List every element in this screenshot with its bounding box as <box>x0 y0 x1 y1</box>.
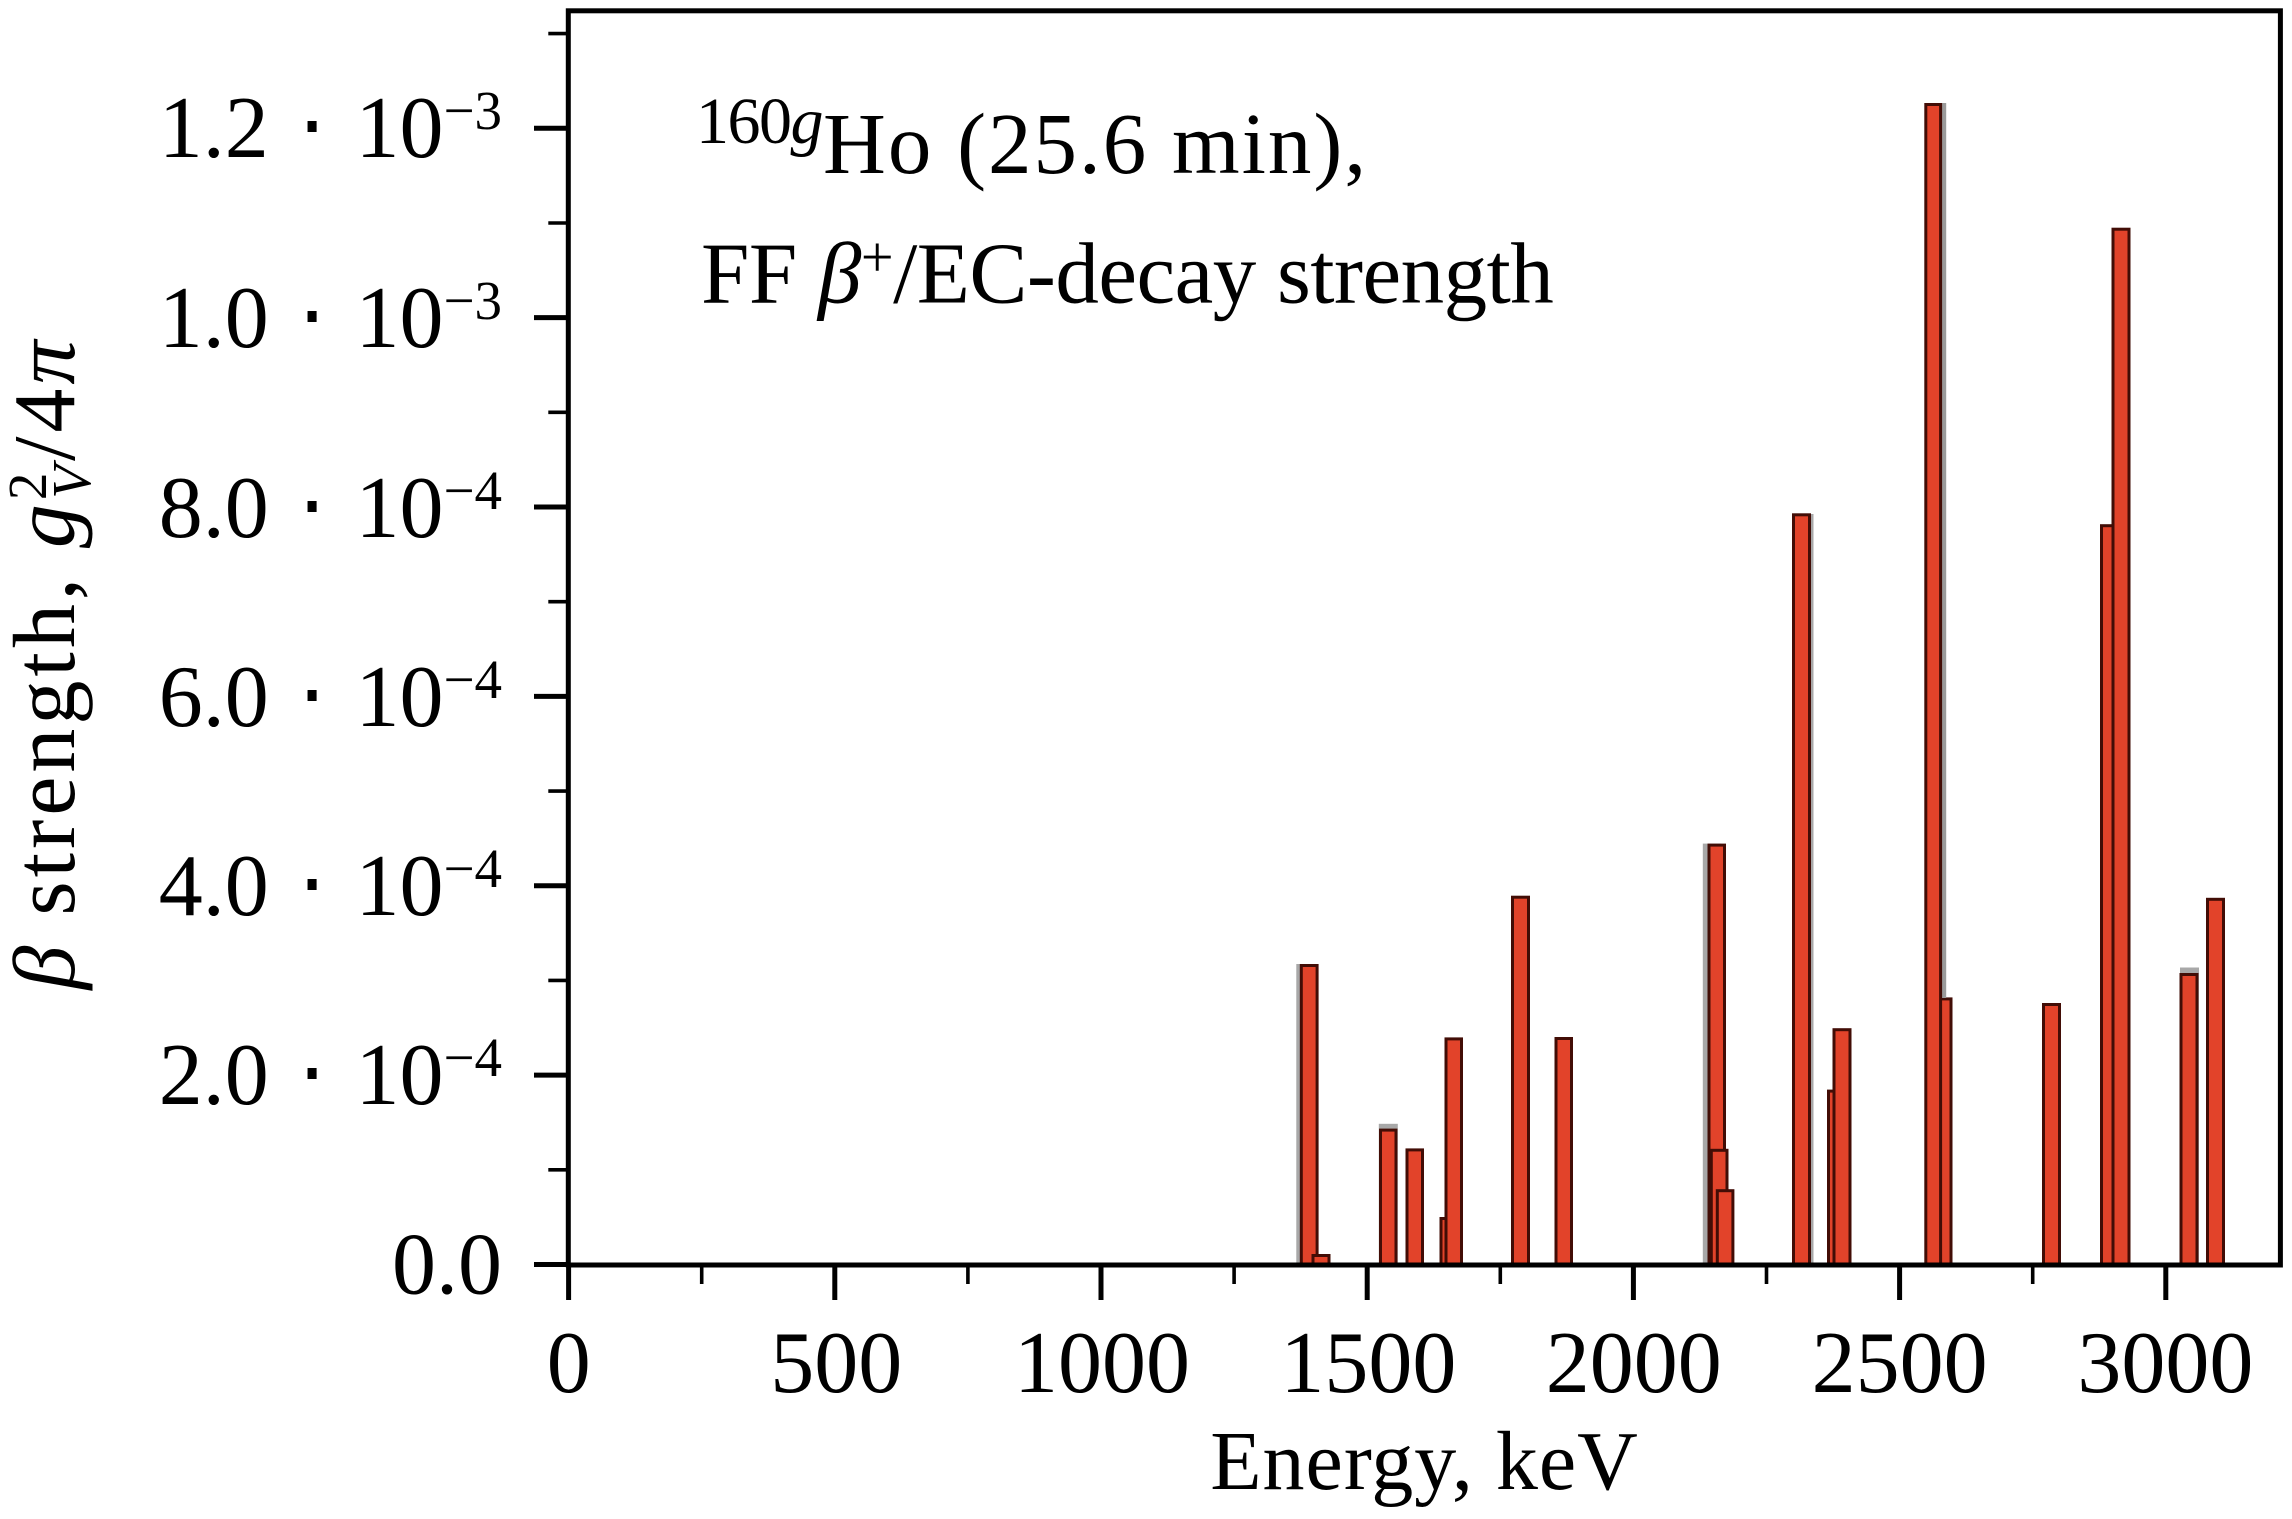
svg-text:6.0 ⋅ 10−4: 6.0 ⋅ 10−4 <box>159 649 502 746</box>
svg-text:500: 500 <box>770 1315 902 1412</box>
svg-text:0.0: 0.0 <box>392 1217 502 1314</box>
svg-text:8.0 ⋅ 10−4: 8.0 ⋅ 10−4 <box>159 460 502 557</box>
svg-text:3000: 3000 <box>2077 1315 2253 1412</box>
svg-text:160g: 160g <box>696 85 823 158</box>
svg-text:2500: 2500 <box>1812 1315 1988 1412</box>
svg-text:Energy, keV: Energy, keV <box>1210 1415 1639 1508</box>
svg-text:2000: 2000 <box>1546 1315 1722 1412</box>
svg-text:1.2 ⋅ 10−3: 1.2 ⋅ 10−3 <box>159 80 502 177</box>
svg-text:2.0 ⋅ 10−4: 2.0 ⋅ 10−4 <box>159 1027 502 1124</box>
svg-text:Ho (25.6 min),: Ho (25.6 min), <box>823 95 1368 192</box>
svg-text:1.0 ⋅ 10−3: 1.0 ⋅ 10−3 <box>159 270 502 367</box>
svg-text:1000: 1000 <box>1014 1315 1190 1412</box>
svg-text:1500: 1500 <box>1280 1315 1456 1412</box>
svg-text:0: 0 <box>547 1315 591 1412</box>
svg-text:4.0 ⋅ 10−4: 4.0 ⋅ 10−4 <box>159 838 502 935</box>
svg-text:β strength, g2V/4π: β strength, g2V/4π <box>0 337 102 992</box>
svg-text:FF β+/EC-decay strength: FF β+/EC-decay strength <box>701 225 1553 322</box>
